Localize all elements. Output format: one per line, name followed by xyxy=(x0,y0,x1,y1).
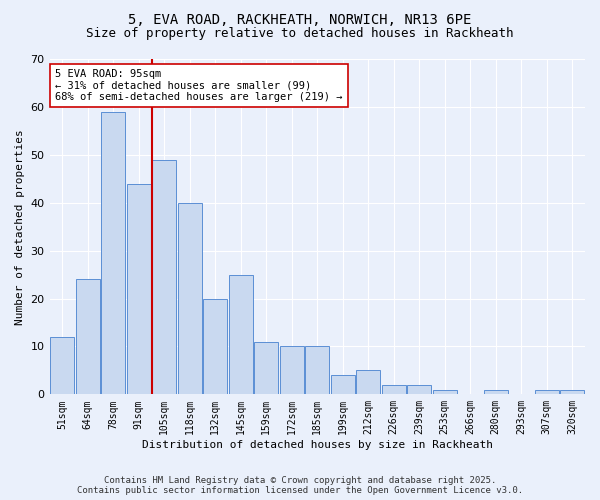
Text: Contains HM Land Registry data © Crown copyright and database right 2025.
Contai: Contains HM Land Registry data © Crown c… xyxy=(77,476,523,495)
Bar xyxy=(280,346,304,395)
X-axis label: Distribution of detached houses by size in Rackheath: Distribution of detached houses by size … xyxy=(142,440,493,450)
Bar xyxy=(152,160,176,394)
Bar xyxy=(203,298,227,394)
Text: 5 EVA ROAD: 95sqm
← 31% of detached houses are smaller (99)
68% of semi-detached: 5 EVA ROAD: 95sqm ← 31% of detached hous… xyxy=(55,69,343,102)
Bar xyxy=(382,385,406,394)
Text: 5, EVA ROAD, RACKHEATH, NORWICH, NR13 6PE: 5, EVA ROAD, RACKHEATH, NORWICH, NR13 6P… xyxy=(128,12,472,26)
Bar xyxy=(101,112,125,395)
Bar xyxy=(484,390,508,394)
Bar xyxy=(331,375,355,394)
Bar xyxy=(229,274,253,394)
Bar xyxy=(178,202,202,394)
Bar xyxy=(356,370,380,394)
Bar xyxy=(254,342,278,394)
Bar xyxy=(535,390,559,394)
Bar xyxy=(50,337,74,394)
Bar xyxy=(407,385,431,394)
Bar xyxy=(560,390,584,394)
Bar xyxy=(305,346,329,395)
Y-axis label: Number of detached properties: Number of detached properties xyxy=(15,129,25,324)
Bar xyxy=(127,184,151,394)
Bar xyxy=(433,390,457,394)
Text: Size of property relative to detached houses in Rackheath: Size of property relative to detached ho… xyxy=(86,28,514,40)
Bar xyxy=(76,280,100,394)
